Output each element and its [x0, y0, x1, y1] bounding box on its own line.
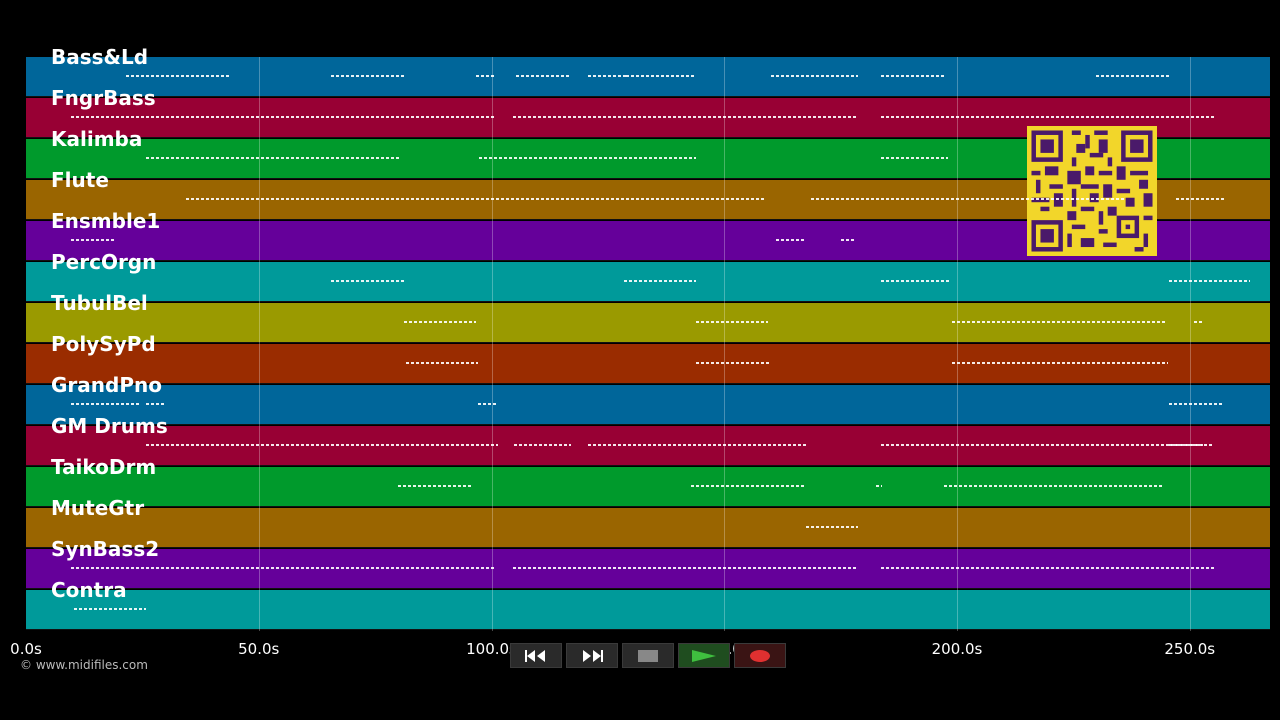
- track-lane: [26, 549, 1270, 589]
- time-tick-label: 50.0s: [238, 640, 280, 658]
- note-run: [806, 526, 858, 528]
- note-run: [881, 157, 948, 159]
- stop-button[interactable]: [622, 643, 674, 668]
- note-run: [146, 157, 401, 159]
- note-run: [696, 362, 771, 364]
- time-tick-label: 200.0s: [931, 640, 983, 658]
- note-run: [952, 321, 1166, 323]
- note-run: [513, 567, 856, 569]
- note-run: [944, 485, 1163, 487]
- note-run: [71, 239, 116, 241]
- note-run: [881, 444, 1203, 446]
- note-run: [952, 362, 1168, 364]
- track-label: FngrBass: [51, 86, 156, 110]
- note-run: [71, 116, 496, 118]
- grid-line: [957, 57, 958, 631]
- track-lane: [26, 426, 1270, 466]
- fast-forward-icon: [583, 649, 603, 662]
- track-lane: [26, 508, 1270, 548]
- track-lane: [26, 344, 1270, 384]
- note-run: [478, 403, 496, 405]
- grid-line: [724, 57, 726, 631]
- rewind-button[interactable]: [510, 643, 562, 668]
- track-label: MuteGtr: [51, 496, 145, 520]
- note-run: [1194, 321, 1204, 323]
- time-tick-label: 250.0s: [1164, 640, 1216, 658]
- qr-code: [1027, 126, 1157, 256]
- note-run: [514, 444, 571, 446]
- record-icon: [750, 649, 770, 662]
- note-run: [588, 444, 806, 446]
- note-run: [404, 321, 476, 323]
- track-lane: [26, 57, 1270, 97]
- record-button[interactable]: [734, 643, 786, 668]
- note-run: [624, 280, 696, 282]
- track-lane: [26, 590, 1270, 630]
- note-run: [479, 157, 696, 159]
- grid-line: [1189, 57, 1191, 631]
- grid-line: [491, 57, 493, 631]
- note-run: [881, 116, 1216, 118]
- note-run: [1169, 403, 1223, 405]
- note-run: [71, 567, 496, 569]
- note-run: [881, 280, 951, 282]
- note-run: [74, 608, 146, 610]
- note-run: [331, 280, 404, 282]
- note-run: [881, 567, 1216, 569]
- rewind-icon: [525, 649, 545, 662]
- track-label: SynBass2: [51, 537, 160, 561]
- transport-controls: [510, 643, 786, 670]
- track-label: GM Drums: [51, 414, 168, 438]
- note-run: [398, 485, 471, 487]
- track-lane: [26, 467, 1270, 507]
- track-label: PercOrgn: [51, 250, 157, 274]
- note-run: [696, 321, 768, 323]
- track-lane: [26, 303, 1270, 343]
- grid-line: [258, 57, 260, 631]
- note-run: [516, 75, 571, 77]
- track-label: TaikoDrm: [51, 455, 157, 479]
- note-run: [588, 75, 626, 77]
- note-run: [876, 485, 882, 487]
- note-run: [881, 75, 946, 77]
- copyright-text: © www.midifiles.com: [20, 658, 148, 672]
- play-icon: [692, 649, 716, 662]
- note-run: [1096, 75, 1171, 77]
- fast-forward-button[interactable]: [566, 643, 618, 668]
- track-label: Contra: [51, 578, 127, 602]
- note-run: [186, 198, 476, 200]
- note-run: [406, 362, 478, 364]
- note-run: [771, 75, 858, 77]
- time-tick-label: 0.0s: [10, 640, 42, 658]
- note-run: [146, 444, 498, 446]
- note-run: [1169, 280, 1250, 282]
- note-run: [513, 116, 856, 118]
- note-run: [126, 75, 231, 77]
- play-button[interactable]: [678, 643, 730, 668]
- track-label: Flute: [51, 168, 109, 192]
- note-run: [691, 485, 806, 487]
- note-run: [1176, 198, 1226, 200]
- note-run: [331, 75, 406, 77]
- track-label: Kalimba: [51, 127, 143, 151]
- note-run: [476, 75, 496, 77]
- note-run: [476, 198, 766, 200]
- track-label: Ensmble1: [51, 209, 161, 233]
- stop-icon: [638, 649, 658, 662]
- track-lane: [26, 262, 1270, 302]
- note-run: [146, 403, 166, 405]
- track-label: GrandPno: [51, 373, 162, 397]
- time-tick-label: 100.0s: [466, 640, 517, 658]
- track-label: TubulBel: [51, 291, 148, 315]
- qr-code-graphic: [1027, 126, 1157, 256]
- note-run: [1169, 444, 1214, 446]
- track-label: Bass&Ld: [51, 45, 149, 69]
- note-run: [776, 239, 806, 241]
- note-run: [71, 403, 141, 405]
- note-run: [841, 239, 856, 241]
- track-lane: [26, 385, 1270, 425]
- note-run: [626, 75, 696, 77]
- track-label: PolySyPd: [51, 332, 156, 356]
- note-run: [811, 198, 1126, 200]
